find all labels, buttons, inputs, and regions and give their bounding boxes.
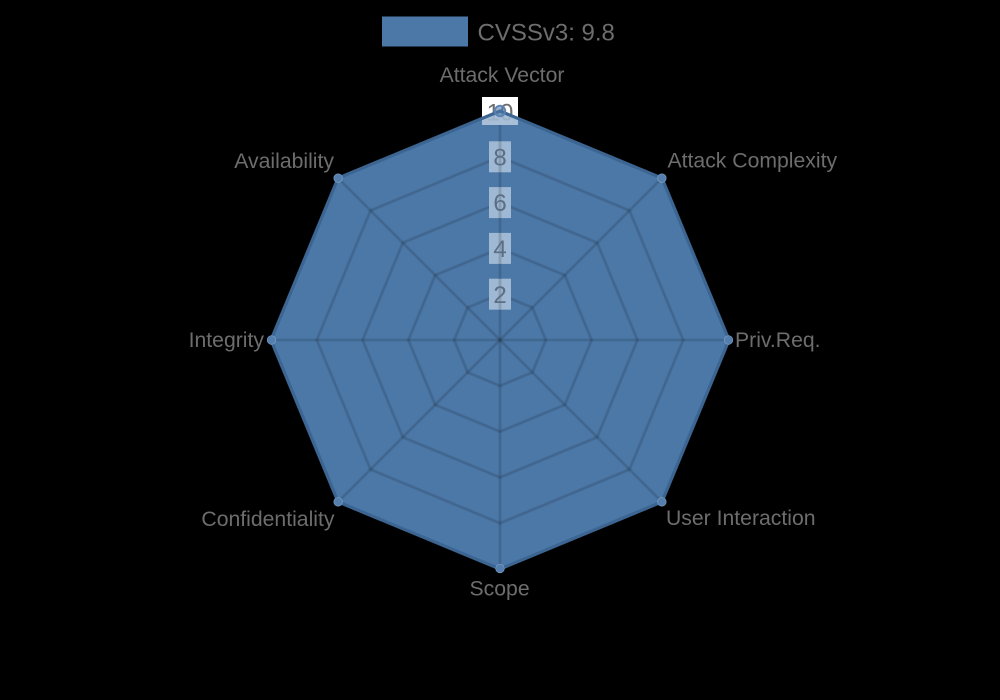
svg-text:Scope: Scope <box>470 577 530 600</box>
svg-text:Availability: Availability <box>234 150 334 173</box>
svg-text:Attack Complexity: Attack Complexity <box>668 150 838 173</box>
svg-text:4: 4 <box>493 236 506 263</box>
svg-text:CVSSv3: 9.8: CVSSv3: 9.8 <box>478 20 615 47</box>
svg-text:6: 6 <box>493 190 506 217</box>
svg-text:2: 2 <box>493 282 506 309</box>
svg-text:Confidentiality: Confidentiality <box>201 508 334 531</box>
svg-text:8: 8 <box>493 144 506 171</box>
svg-text:Priv.Req.: Priv.Req. <box>735 329 821 352</box>
svg-text:User Interaction: User Interaction <box>666 507 816 530</box>
svg-text:Attack Vector: Attack Vector <box>440 64 565 87</box>
svg-text:Integrity: Integrity <box>189 329 265 352</box>
